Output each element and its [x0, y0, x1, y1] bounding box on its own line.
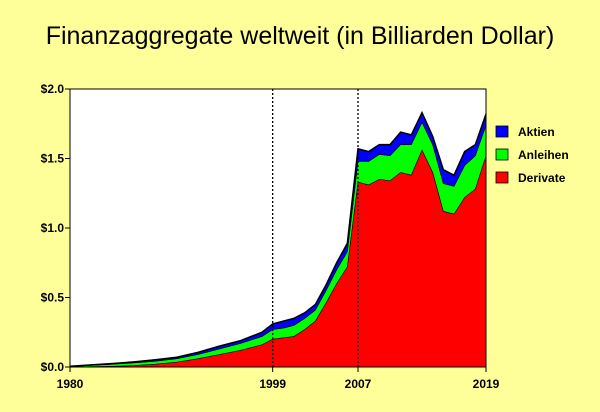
y-tick-label: $0.5 — [41, 291, 65, 305]
x-tick-label: 1980 — [57, 377, 84, 391]
x-axis-ticks: 1980 1999 2007 2019 — [57, 367, 500, 391]
legend-label-anleihen: Anleihen — [518, 148, 569, 162]
legend: Aktien Anleihen Derivate — [495, 125, 569, 185]
x-tick-label: 1999 — [259, 377, 286, 391]
legend-label-derivate: Derivate — [518, 171, 566, 185]
y-tick-label: $0.0 — [41, 360, 65, 374]
legend-swatch-derivate — [495, 171, 509, 184]
y-tick-label: $1.0 — [41, 221, 65, 235]
x-tick-label: 2007 — [345, 377, 372, 391]
total-outline — [69, 110, 487, 368]
y-tick-label: $2.0 — [41, 82, 65, 96]
legend-label-aktien: Aktien — [518, 125, 555, 139]
chart-title: Finanzaggregate weltweit (in Billiarden … — [45, 22, 555, 50]
legend-swatch-anleihen — [495, 148, 509, 161]
x-tick-label: 2019 — [473, 377, 500, 391]
y-axis-ticks: $0.0 $0.5 $1.0 $1.5 $2.0 — [41, 82, 70, 374]
y-tick-label: $1.5 — [41, 152, 65, 166]
legend-swatch-aktien — [495, 125, 509, 138]
